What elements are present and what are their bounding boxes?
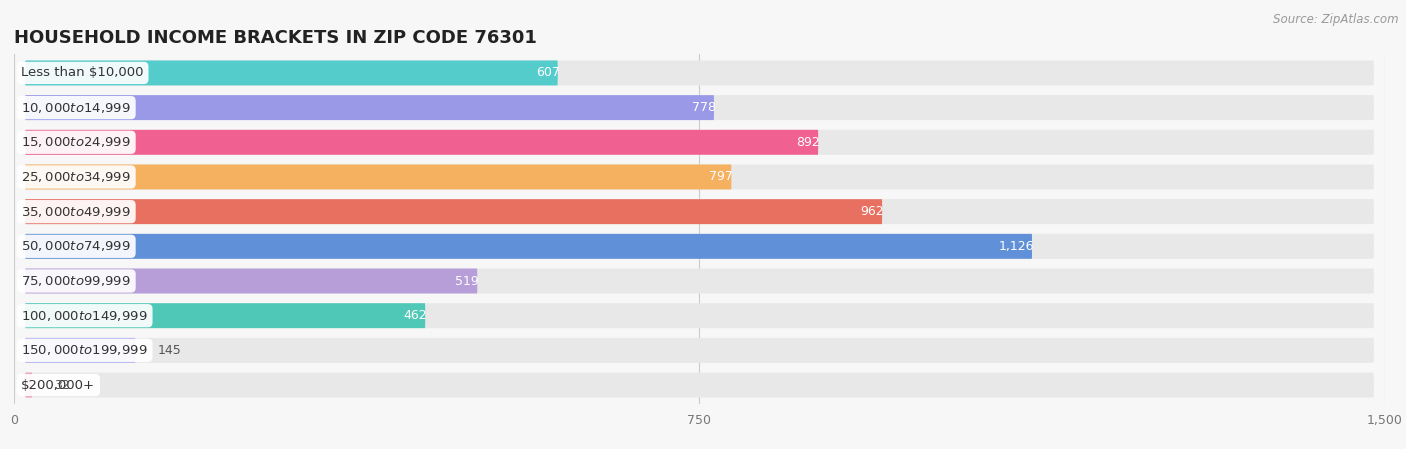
Text: 962: 962 [860,205,884,218]
Text: 1,126: 1,126 [998,240,1033,253]
Text: $10,000 to $14,999: $10,000 to $14,999 [21,101,131,114]
Text: $50,000 to $74,999: $50,000 to $74,999 [21,239,131,253]
Text: 797: 797 [710,171,734,184]
Text: 32: 32 [55,379,70,392]
Text: $75,000 to $99,999: $75,000 to $99,999 [21,274,131,288]
FancyBboxPatch shape [25,303,1374,328]
Text: 519: 519 [456,274,479,287]
FancyBboxPatch shape [25,130,1374,155]
Text: 778: 778 [692,101,716,114]
Text: Source: ZipAtlas.com: Source: ZipAtlas.com [1274,13,1399,26]
FancyBboxPatch shape [25,199,1374,224]
Text: $100,000 to $149,999: $100,000 to $149,999 [21,308,148,323]
FancyBboxPatch shape [25,95,714,120]
FancyBboxPatch shape [25,164,1374,189]
Text: $35,000 to $49,999: $35,000 to $49,999 [21,205,131,219]
Text: $150,000 to $199,999: $150,000 to $199,999 [21,343,148,357]
Text: $200,000+: $200,000+ [21,379,96,392]
FancyBboxPatch shape [25,61,558,85]
Text: $25,000 to $34,999: $25,000 to $34,999 [21,170,131,184]
FancyBboxPatch shape [25,338,1374,363]
FancyBboxPatch shape [25,303,425,328]
Text: $15,000 to $24,999: $15,000 to $24,999 [21,135,131,150]
Text: 892: 892 [796,136,820,149]
Text: 145: 145 [157,344,181,357]
FancyBboxPatch shape [25,338,135,363]
Text: Less than $10,000: Less than $10,000 [21,66,143,79]
Text: 607: 607 [536,66,560,79]
Text: 462: 462 [404,309,427,322]
FancyBboxPatch shape [25,61,1374,85]
FancyBboxPatch shape [25,130,818,155]
FancyBboxPatch shape [25,373,32,397]
Text: HOUSEHOLD INCOME BRACKETS IN ZIP CODE 76301: HOUSEHOLD INCOME BRACKETS IN ZIP CODE 76… [14,29,537,47]
FancyBboxPatch shape [25,234,1374,259]
FancyBboxPatch shape [25,269,1374,294]
FancyBboxPatch shape [25,373,1374,397]
FancyBboxPatch shape [25,164,731,189]
FancyBboxPatch shape [25,269,477,294]
FancyBboxPatch shape [25,95,1374,120]
FancyBboxPatch shape [25,234,1032,259]
FancyBboxPatch shape [25,199,882,224]
